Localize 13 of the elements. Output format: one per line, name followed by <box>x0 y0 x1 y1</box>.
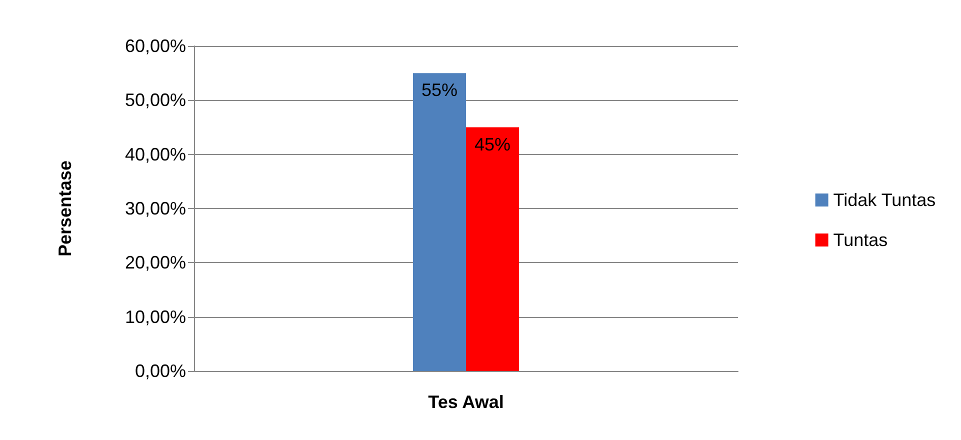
legend-label: Tidak Tuntas <box>833 190 936 210</box>
y-tick-label: 0,00% <box>134 361 186 381</box>
y-tick-label: 60,00% <box>124 36 186 56</box>
data-label: 45% <box>474 134 511 154</box>
legend-label: Tuntas <box>833 230 888 250</box>
data-label: 55% <box>421 80 458 100</box>
y-tick-label: 40,00% <box>124 144 186 164</box>
y-tick-label: 10,00% <box>124 306 186 327</box>
y-tick-label: 30,00% <box>124 198 186 218</box>
y-axis-title: Persentase <box>55 160 75 257</box>
y-tick-label: 20,00% <box>124 252 186 273</box>
y-tick-label: 50,00% <box>124 90 186 110</box>
x-tick-label: Tes Awal <box>428 392 504 412</box>
